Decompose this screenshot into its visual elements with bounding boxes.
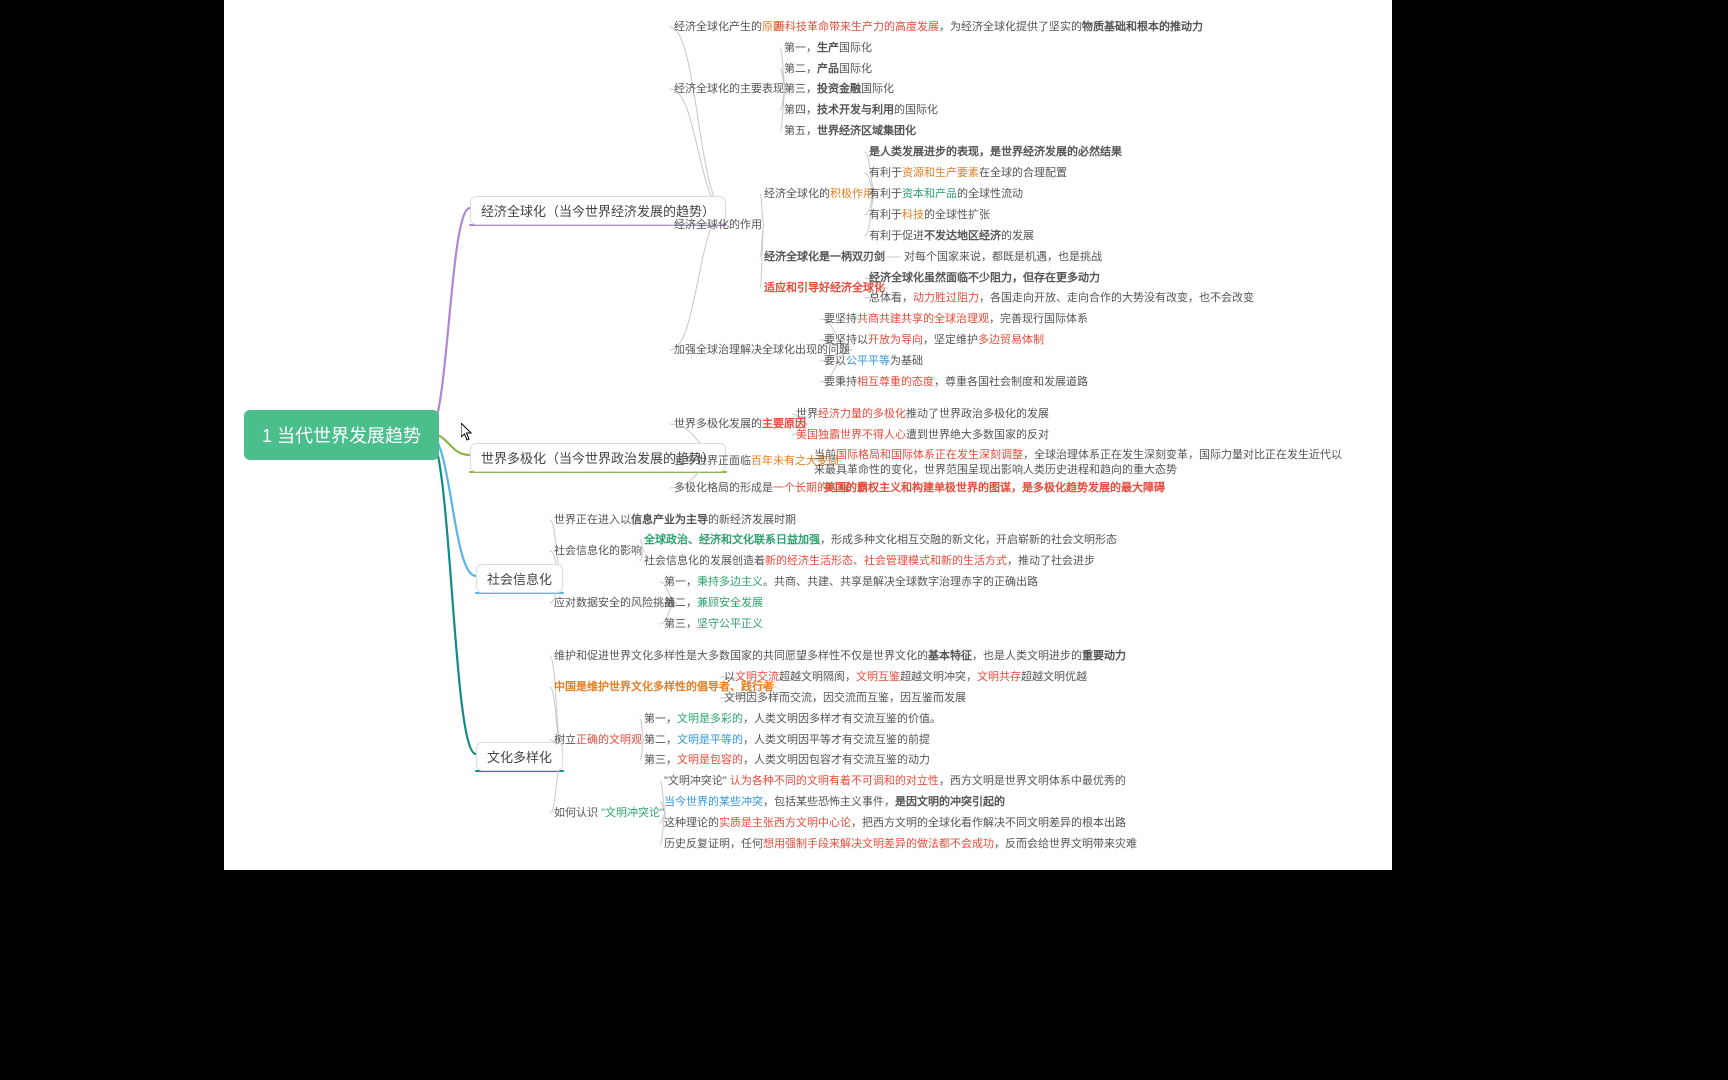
mindmap-leaf[interactable]: 第三，文明是包容的，人类文明因包容才有交流互鉴的动力 xyxy=(644,753,930,767)
mindmap-branch-label[interactable]: 经济全球化的积极作用 xyxy=(764,187,874,201)
mindmap-leaf[interactable]: 要秉持相互尊重的态度，尊重各国社会制度和发展道路 xyxy=(824,375,1088,389)
mindmap-leaf[interactable]: 新科技革命带来生产力的高度发展，为经济全球化提供了坚实的物质基础和根本的推动力 xyxy=(774,20,1203,34)
mindmap-leaf[interactable]: 第三，投资金融国际化 xyxy=(784,82,894,96)
mindmap-leaf[interactable]: 美国的霸权主义和构建单极世界的图谋，是多极化趋势发展的最大障碍 xyxy=(824,481,1165,495)
mindmap-leaf[interactable]: 全球政治、经济和文化联系日益加强，形成多种文化相互交融的新文化，开启崭新的社会文… xyxy=(644,533,1117,547)
mindmap-leaf[interactable]: 有利于资源和生产要素在全球的合理配置 xyxy=(869,166,1067,180)
mindmap-root[interactable]: 1 当代世界发展趋势 xyxy=(244,410,439,460)
mindmap-leaf[interactable]: 有利于促进不发达地区经济的发展 xyxy=(869,229,1034,243)
mindmap-leaf[interactable]: 第五，世界经济区域集团化 xyxy=(784,124,916,138)
mindmap-leaf[interactable]: 这种理论的实质是主张西方文明中心论，把西方文明的全球化看作解决不同文明差异的根本… xyxy=(664,816,1126,830)
mindmap-leaf[interactable]: 有利于资本和产品的全球性流动 xyxy=(869,187,1023,201)
mindmap-leaf[interactable]: 社会信息化的发展创造着新的经济生活形态、社会管理模式和新的生活方式，推动了社会进… xyxy=(644,554,1095,568)
mindmap-l1-info[interactable]: 社会信息化 xyxy=(476,564,563,593)
root-label: 1 当代世界发展趋势 xyxy=(262,422,421,448)
mindmap-leaf[interactable]: 当前国际格局和国际体系正在发生深刻调整，全球治理体系正在发生深刻变革，国际力量对… xyxy=(814,448,1344,479)
mindmap-leaf[interactable]: 要坚持以开放为导向，坚定维护多边贸易体制 xyxy=(824,333,1044,347)
mindmap-leaf[interactable]: 有利于科技的全球性扩张 xyxy=(869,208,990,222)
mindmap-leaf[interactable]: 经济全球化虽然面临不少阻力，但存在更多动力 xyxy=(869,271,1100,285)
mindmap-branch-label[interactable]: 经济全球化的主要表现 xyxy=(674,82,784,96)
mindmap-leaf[interactable]: 第二，产品国际化 xyxy=(784,62,872,76)
mindmap-branch-label[interactable]: 经济全球化产生的原因 xyxy=(674,20,784,34)
mindmap-branch-label[interactable]: 适应和引导好经济全球化 xyxy=(764,281,885,295)
mindmap-leaf[interactable]: "文明冲突论" 认为各种不同的文明有着不可调和的对立性，西方文明是世界文明体系中… xyxy=(664,774,1126,788)
mindmap-leaf[interactable]: 第二，兼顾安全发展 xyxy=(664,596,763,610)
mindmap-leaf[interactable]: 第一，生产国际化 xyxy=(784,41,872,55)
mindmap-leaf[interactable]: 第一，文明是多彩的，人类文明因多样才有交流互鉴的价值。 xyxy=(644,712,941,726)
mindmap-leaf[interactable]: 第四，技术开发与利用的国际化 xyxy=(784,103,938,117)
mindmap-leaf[interactable]: 维护和促进世界文化多样性是大多数国家的共同愿望多样性不仅是世界文化的基本特征，也… xyxy=(554,649,1126,663)
mindmap-leaf[interactable]: 要坚持共商共建共享的全球治理观，完善现行国际体系 xyxy=(824,312,1088,326)
mindmap-leaf[interactable]: 是人类发展进步的表现，是世界经济发展的必然结果 xyxy=(869,145,1122,159)
mindmap-leaf[interactable]: 以文明交流超越文明隔阂，文明互鉴超越文明冲突，文明共存超越文明优越 xyxy=(724,670,1087,684)
mindmap-leaf[interactable]: 第二，文明是平等的，人类文明因平等才有交流互鉴的前提 xyxy=(644,733,930,747)
mindmap-branch-label[interactable]: 世界多极化发展的主要原因 xyxy=(674,417,806,431)
mindmap-leaf[interactable]: 第一，秉持多边主义。共商、共建、共享是解决全球数字治理赤字的正确出路 xyxy=(664,575,1038,589)
mindmap-branch-label[interactable]: 经济全球化的作用 xyxy=(674,218,762,232)
mindmap-leaf[interactable]: 世界经济力量的多极化推动了世界政治多极化的发展 xyxy=(796,407,1049,421)
mindmap-l1-cult[interactable]: 文化多样化 xyxy=(476,742,563,771)
mindmap-leaf[interactable]: 总体看，动力胜过阻力，各国走向开放、走向合作的大势没有改变，也不会改变 xyxy=(869,291,1254,305)
mindmap-branch-label[interactable]: 经济全球化是一柄双刃剑 xyxy=(764,250,885,264)
mindmap-leaf[interactable]: 要以公平平等为基础 xyxy=(824,354,923,368)
mindmap-leaf[interactable]: 美国独霸世界不得人心遭到世界绝大多数国家的反对 xyxy=(796,428,1049,442)
mindmap-branch-label[interactable]: 树立正确的文明观 xyxy=(554,733,642,747)
mindmap-leaf[interactable]: 第三，坚守公平正义 xyxy=(664,617,763,631)
mindmap-leaf[interactable]: 文明因多样而交流，因交流而互鉴，因互鉴而发展 xyxy=(724,691,966,705)
mindmap-branch-label[interactable]: 世界正在进入以信息产业为主导的新经济发展时期 xyxy=(554,513,796,527)
mindmap-branch-label[interactable]: 应对数据安全的风险挑战 xyxy=(554,596,675,610)
mindmap-branch-label[interactable]: 如何认识 "文明冲突论" xyxy=(554,806,664,820)
mindmap-leaf[interactable]: 对每个国家来说，都既是机遇，也是挑战 xyxy=(904,250,1102,264)
mindmap-branch-label[interactable]: 社会信息化的影响 xyxy=(554,544,642,558)
mindmap-leaf[interactable]: 当今世界的某些冲突，包括某些恐怖主义事件，是因文明的冲突引起的 xyxy=(664,795,1005,809)
mindmap-leaf[interactable]: 历史反复证明，任何想用强制手段来解决文明差异的做法都不会成功，反而会给世界文明带… xyxy=(664,837,1137,851)
